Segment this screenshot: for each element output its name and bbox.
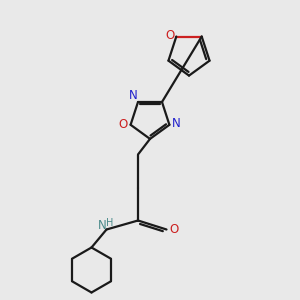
Text: O: O [169, 223, 178, 236]
Text: O: O [165, 28, 174, 41]
Text: N: N [98, 219, 106, 232]
Text: H: H [106, 218, 113, 228]
Text: O: O [118, 118, 128, 131]
Text: N: N [129, 89, 138, 102]
Text: N: N [172, 117, 180, 130]
